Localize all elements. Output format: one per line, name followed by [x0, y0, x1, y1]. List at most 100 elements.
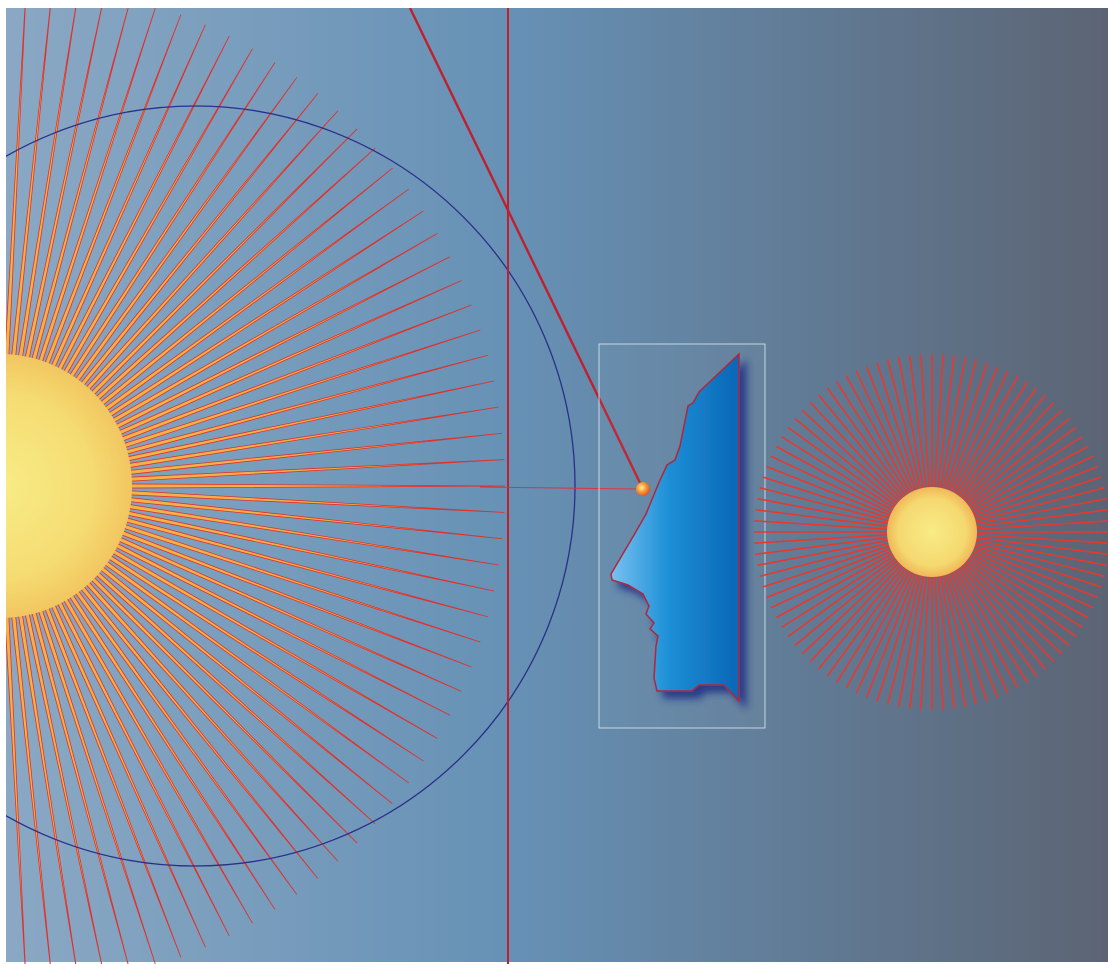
small-sun-ray	[794, 556, 902, 647]
small-sun-ray	[757, 538, 893, 567]
small-sun-ray	[965, 435, 1083, 512]
focal-point-marker	[636, 482, 650, 496]
small-sun-ray	[969, 543, 1102, 588]
small-sun-ray	[920, 354, 931, 493]
large-sun-ray	[6, 585, 26, 964]
small-sun-core	[887, 487, 977, 577]
small-sun-ray	[960, 558, 1063, 655]
small-sun-ray	[855, 370, 916, 497]
small-sun-ray	[770, 455, 897, 516]
small-sun-ray	[933, 571, 944, 710]
small-sun-ray	[968, 545, 1098, 599]
small-sun-ray	[967, 548, 1094, 609]
small-sun-ray	[945, 366, 999, 496]
small-sun-ray	[766, 545, 896, 599]
large-sun-ray	[6, 8, 26, 387]
small-sun-ray	[817, 394, 908, 502]
small-sun-ray	[826, 387, 910, 501]
small-sun-ray	[963, 554, 1077, 638]
small-sun-ray	[968, 465, 1098, 519]
small-sun-ray	[945, 568, 999, 698]
diagonal-line	[408, 8, 643, 486]
small-sun-ray	[845, 375, 914, 498]
small-sun-ray	[941, 570, 978, 705]
small-sun-ray	[809, 401, 906, 504]
small-sun-ray	[952, 565, 1029, 683]
small-sun-ray	[956, 394, 1047, 502]
small-sun-ray	[755, 536, 893, 556]
small-sun-ray	[835, 381, 912, 499]
small-sun-ray	[809, 560, 906, 663]
face-profile	[610, 352, 740, 703]
small-sun-ray	[967, 455, 1094, 516]
small-sun-ray	[954, 387, 1038, 501]
small-sun-ray	[817, 562, 908, 670]
small-sun-ray	[787, 426, 901, 510]
small-sun-ray	[970, 486, 1105, 523]
small-sun-ray	[958, 560, 1055, 663]
large-sun-rays	[6, 8, 506, 964]
small-sun-ray	[876, 362, 921, 495]
small-sun-ray	[936, 571, 956, 709]
small-sun-ray	[801, 409, 904, 506]
small-sun-ray	[971, 497, 1107, 526]
small-sun-ray	[950, 566, 1019, 689]
small-sun-ray	[794, 417, 902, 508]
small-sun-ray	[762, 543, 895, 588]
small-sun-ray	[801, 558, 904, 655]
small-sun-ray	[835, 565, 912, 683]
small-sun-ray	[908, 355, 928, 493]
small-sun-ray	[781, 435, 899, 512]
small-sun-ray	[948, 567, 1009, 694]
small-sun-ray	[941, 359, 978, 494]
small-sun-ray	[759, 486, 894, 523]
small-sun-ray	[826, 563, 910, 677]
small-sun-ray	[936, 355, 956, 493]
boundary-circle	[6, 105, 576, 867]
small-sun-ray	[886, 359, 923, 494]
small-sun-ray	[948, 370, 1009, 497]
small-sun-ray	[908, 571, 928, 709]
small-sun-ray	[886, 570, 923, 705]
small-sun-ray	[954, 563, 1038, 677]
small-sun-ray	[962, 556, 1070, 647]
small-sun-ray	[962, 417, 1070, 508]
small-sun-ray	[971, 508, 1108, 528]
small-sun-ray	[762, 476, 895, 521]
small-sun-ray	[966, 445, 1089, 514]
small-sun-ray	[952, 381, 1029, 499]
horizontal-ray	[479, 486, 642, 490]
small-sun-ray	[963, 426, 1077, 510]
small-sun-ray	[950, 375, 1019, 498]
small-sun-ray	[755, 508, 893, 528]
small-sun-ray	[971, 520, 1108, 531]
small-sun-ray	[865, 366, 919, 496]
small-sun-ray	[845, 566, 914, 689]
small-sun-ray	[897, 571, 926, 707]
small-sun-ray	[966, 550, 1089, 619]
small-sun-ray	[943, 569, 988, 702]
small-sun-ray	[876, 569, 921, 702]
small-sun-ray	[970, 541, 1105, 578]
small-sun-rays	[754, 354, 1108, 710]
face-frame	[598, 343, 766, 729]
small-sun-ray	[971, 533, 1108, 544]
small-sun-ray	[781, 552, 899, 629]
small-sun-ray	[766, 465, 896, 519]
small-sun-ray	[787, 554, 901, 638]
small-sun-ray	[938, 571, 967, 707]
large-sun-core	[6, 354, 132, 618]
small-sun-ray	[971, 538, 1107, 567]
small-sun-ray	[897, 357, 926, 493]
small-sun-ray	[920, 571, 931, 710]
small-sun-ray	[958, 401, 1055, 504]
small-sun-ray	[960, 409, 1063, 506]
small-sun-ray	[757, 497, 893, 526]
small-sun-ray	[956, 562, 1047, 670]
small-sun-ray	[865, 568, 919, 698]
small-sun-ray	[855, 567, 916, 694]
small-sun-ray	[754, 533, 893, 544]
small-sun-ray	[943, 362, 988, 495]
